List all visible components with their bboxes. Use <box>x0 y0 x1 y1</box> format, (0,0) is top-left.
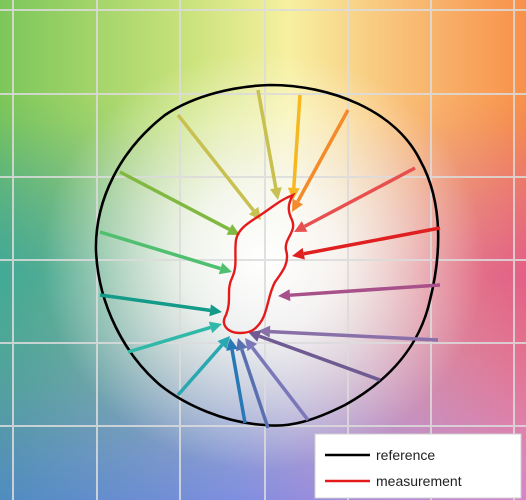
arrow-head <box>245 338 258 352</box>
arrow-violet <box>258 325 439 342</box>
arrow-head <box>292 198 304 212</box>
legend-box <box>314 433 522 499</box>
arrow-head <box>269 187 282 200</box>
arrow-head <box>209 304 222 317</box>
arrow-head <box>248 330 262 342</box>
arrow-head <box>294 221 308 232</box>
arrow-shaft <box>289 283 441 297</box>
arrow-orange <box>292 109 350 212</box>
legend-measurement-label: measurement <box>376 473 462 489</box>
arrow-light-red <box>294 166 416 232</box>
arrow-head <box>226 338 238 351</box>
arrow-shaft <box>176 113 255 212</box>
arrow-shaft <box>99 230 222 271</box>
arrow-lavender <box>245 338 310 422</box>
arrow-teal <box>99 293 222 317</box>
arrow-shaft <box>296 109 350 203</box>
arrow-blue <box>226 338 247 424</box>
arrow-shaft <box>240 348 270 429</box>
arrow-head <box>278 289 291 302</box>
arrow-head <box>292 247 305 260</box>
arrow-shaft <box>258 334 381 382</box>
arrow-shaft <box>99 293 211 313</box>
measurement-outline <box>222 192 296 335</box>
arrow-turquoise <box>127 321 222 354</box>
arrow-head <box>217 336 230 349</box>
arrow-head <box>208 321 222 334</box>
arrow-shaft <box>292 94 302 189</box>
arrow-head <box>218 262 232 275</box>
arrow-green <box>99 230 232 275</box>
arrow-red <box>292 226 441 260</box>
legend: reference measurement <box>314 433 522 499</box>
arrow-shaft <box>303 166 416 228</box>
arrow-shaft <box>269 329 439 342</box>
arrow-shaft <box>119 170 231 231</box>
arrow-purple <box>248 330 381 382</box>
arrow-olive-green <box>119 170 240 235</box>
arrow-shaft <box>230 349 247 424</box>
arrow-shaft <box>176 343 224 397</box>
arrow-shaft <box>250 346 310 422</box>
arrow-slate-blue <box>236 338 270 429</box>
legend-reference-label: reference <box>376 447 435 463</box>
arrow-shaft <box>303 226 441 256</box>
arrow-head <box>226 224 240 235</box>
arrow-magenta <box>278 283 441 302</box>
arrow-head <box>236 338 248 352</box>
reference-outline <box>94 83 440 427</box>
arrow-yellow-green <box>256 89 282 200</box>
arrow-head <box>258 325 271 338</box>
arrow-shaft <box>127 325 211 354</box>
arrow-shaft <box>256 89 278 189</box>
arrow-cyan <box>176 336 230 397</box>
shift-arrows <box>99 89 441 429</box>
